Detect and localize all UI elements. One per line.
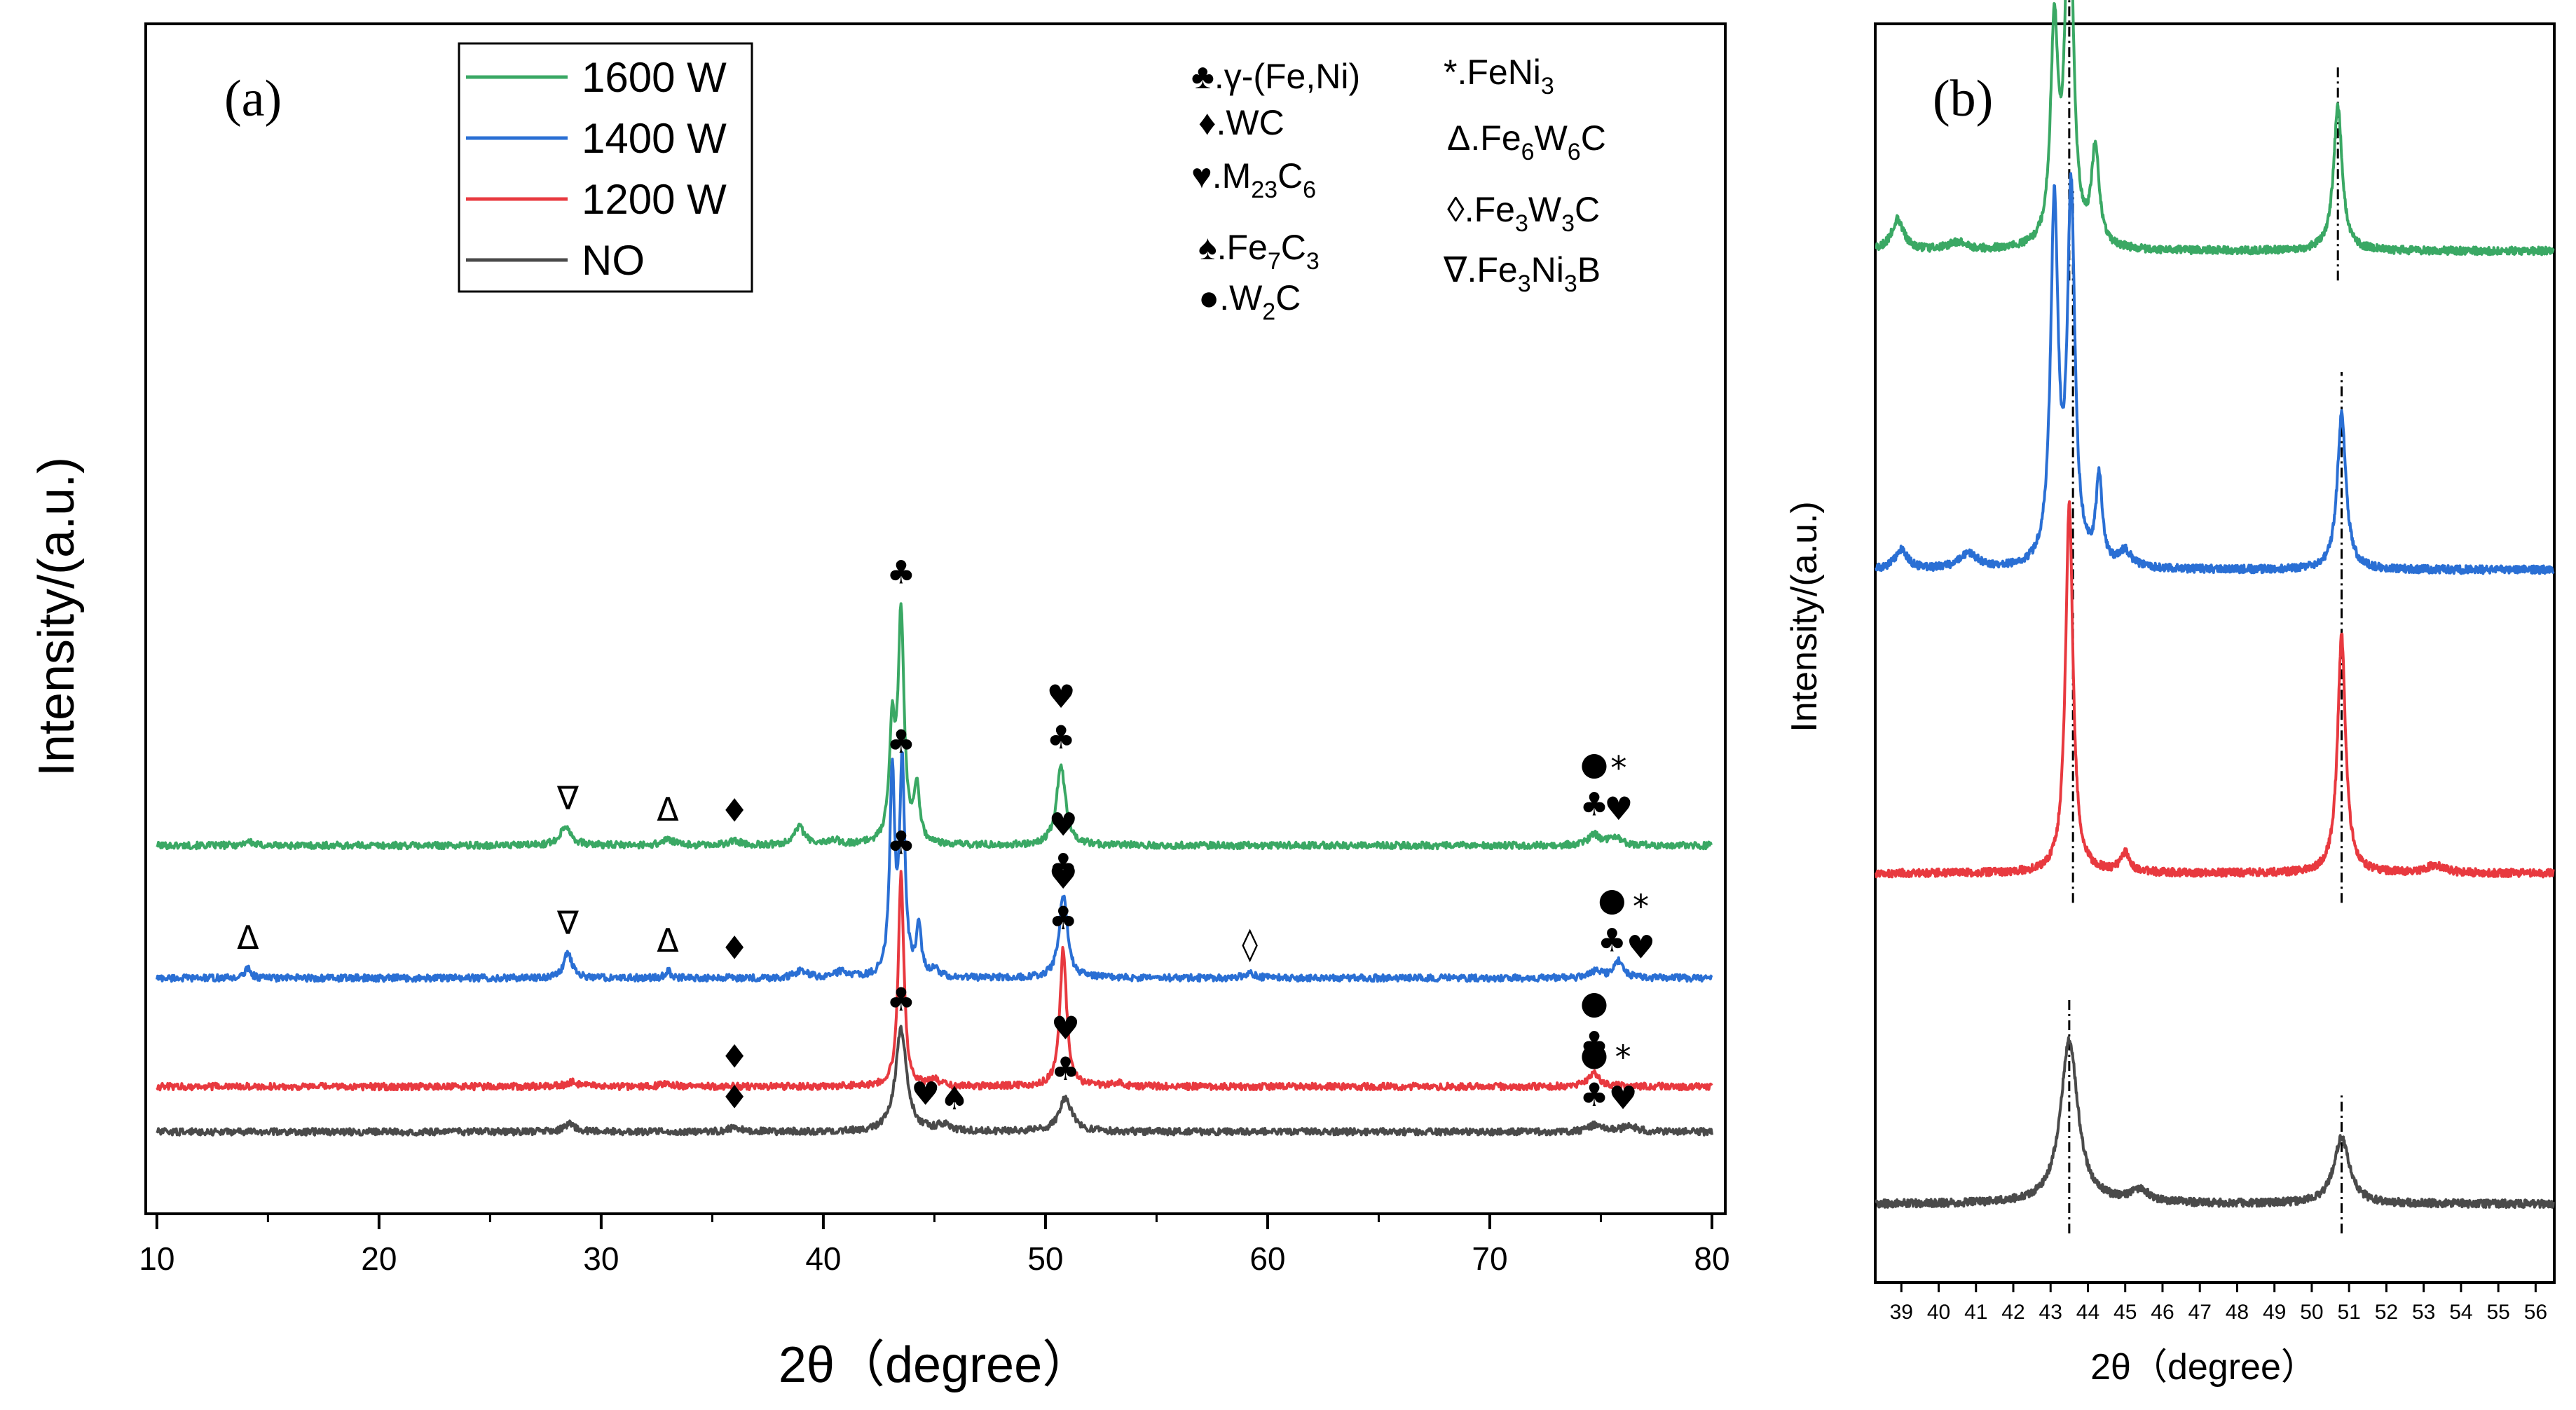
peak-marker: ● xyxy=(1580,1035,1608,1073)
peak-marker: ♣ xyxy=(1046,718,1075,756)
y-axis-title-a: Intensity/(a.u.) xyxy=(29,457,85,776)
x-tick-label-b: 39 xyxy=(1890,1301,1913,1324)
legend-label: 1400 W xyxy=(582,115,727,162)
x-tick-label-a: 30 xyxy=(583,1240,619,1277)
x-tick-label-a: 60 xyxy=(1249,1240,1285,1277)
peak-marker: ♣ xyxy=(886,980,915,1018)
peak-marker: ♣ xyxy=(886,723,915,760)
x-tick-label-b: 56 xyxy=(2524,1301,2547,1324)
x-tick-label-b: 54 xyxy=(2449,1301,2472,1324)
x-tick-label-b: 44 xyxy=(2076,1301,2099,1324)
x-tick-label-b: 51 xyxy=(2337,1301,2360,1324)
phase-legend-entry: ∇.Fe3Ni3B xyxy=(1443,250,1601,297)
peak-marker: ♥ xyxy=(911,1075,940,1113)
series-line-1200w xyxy=(156,870,1713,1092)
x-tick-label-b: 48 xyxy=(2226,1301,2249,1324)
y-axis-title-b: Intensity/(a.u.) xyxy=(1784,501,1825,732)
peak-marker: ● xyxy=(1580,984,1608,1022)
peak-marker: ∇ xyxy=(556,779,579,817)
peak-marker: ● xyxy=(1598,881,1626,919)
phase-legend-entry: ♠.Fe7C3 xyxy=(1198,228,1320,275)
peak-marker: Δ xyxy=(657,922,679,959)
plot-frame-b xyxy=(1874,22,2556,1284)
legend-box xyxy=(458,42,753,293)
peak-marker: Δ xyxy=(657,790,679,828)
x-axis-title-b: 2θ（degree） xyxy=(2090,1347,2317,1388)
panel-label-b: (b) xyxy=(1933,70,1993,128)
panel-a: 10 20 30 40 50 60 70 80 ∇ Δ ♦♣♣♥♣●♥*Δ ∇ Δ ♦♣♣♥◊ ♣●♥*♦… xyxy=(29,22,1730,1393)
peak-marker: ♥ xyxy=(1604,790,1633,828)
peak-marker: ♣ xyxy=(886,553,915,591)
phase-legend-entry: *.FeNi3 xyxy=(1444,53,1554,100)
x-tick-label-b: 43 xyxy=(2039,1301,2062,1324)
phase-legend-entry: ◊.Fe3W3C xyxy=(1447,190,1600,237)
x-tick-label-a: 70 xyxy=(1472,1240,1507,1277)
peak-marker: ♣ xyxy=(886,823,915,861)
peak-marker: ♣ xyxy=(1580,1025,1608,1062)
x-axis-title-a: 2θ（degree） xyxy=(779,1337,1092,1393)
panel-b: 39 40 41 42 43 44 45 46 47 48 49 50 51 52 53 54 55 56 (b)… xyxy=(1784,0,2556,1388)
peak-marker: ♦ xyxy=(720,792,748,830)
legend-label: 1600 W xyxy=(582,54,727,101)
peak-marker: ♣ xyxy=(1049,847,1078,884)
x-tick-label-b: 40 xyxy=(1927,1301,1950,1324)
legend-label: 1200 W xyxy=(582,176,727,223)
peak-marker: ♥ xyxy=(1049,806,1078,844)
peak-marker: * xyxy=(1633,887,1649,925)
peak-marker: ♠ xyxy=(940,1079,968,1117)
x-tick-label-b: 50 xyxy=(2300,1301,2323,1324)
phase-legend-entry: ●.W2C xyxy=(1198,278,1301,325)
phase-legend-entry: ♥.M23C6 xyxy=(1191,156,1316,203)
series-line-no xyxy=(156,1025,1713,1137)
peak-marker: ♥ xyxy=(1626,928,1655,966)
peak-marker: * xyxy=(1615,1039,1631,1076)
x-tick-label-b: 42 xyxy=(2001,1301,2025,1324)
peak-marker: ♦ xyxy=(720,929,748,967)
series-line-1400w xyxy=(155,751,1713,983)
series-line-b-1600w xyxy=(1875,0,2555,256)
peak-marker: ♣ xyxy=(1049,899,1078,937)
phase-legend-entry: ♣.γ-(Fe,Ni) xyxy=(1191,57,1360,96)
peak-marker: Δ xyxy=(237,919,259,957)
peak-marker: ◊ xyxy=(1242,925,1258,963)
peak-marker: ♦ xyxy=(720,1079,748,1116)
x-tick-label-b: 47 xyxy=(2188,1301,2212,1324)
x-tick-label-b: 41 xyxy=(1964,1301,1987,1324)
peak-marker: ∇ xyxy=(556,903,579,941)
series-line-1600w xyxy=(156,602,1713,851)
x-tick-label-b: 45 xyxy=(2113,1301,2137,1324)
legend-label: NO xyxy=(582,237,645,284)
x-tick-label-a: 20 xyxy=(361,1240,397,1277)
x-tick-label-a: 80 xyxy=(1694,1240,1729,1277)
peak-marker: ♣ xyxy=(1580,1076,1608,1114)
peak-marker: ♣ xyxy=(1598,922,1626,959)
series-line-b-no xyxy=(1875,1036,2555,1210)
x-tick-label-b: 46 xyxy=(2151,1301,2174,1324)
x-tick-label-a: 10 xyxy=(139,1240,174,1277)
peak-marker: ♥ xyxy=(1049,858,1078,896)
series-line-b-1200w xyxy=(1875,500,2555,879)
x-tick-label-b: 49 xyxy=(2263,1301,2286,1324)
peak-marker: ♣ xyxy=(1051,1050,1080,1088)
peak-marker: ♦ xyxy=(720,1038,748,1076)
x-tick-label-b: 53 xyxy=(2412,1301,2435,1324)
peak-marker: ♥ xyxy=(1051,1009,1080,1047)
peak-marker: ♥ xyxy=(1046,678,1075,716)
peak-marker: ♣ xyxy=(1580,786,1608,823)
x-tick-label-a: 50 xyxy=(1027,1240,1063,1277)
panel-label-a: (a) xyxy=(224,70,282,128)
x-tick-label-b: 52 xyxy=(2375,1301,2398,1324)
phase-legend-entry: ♦.WC xyxy=(1198,103,1284,142)
series-line-b-1400w xyxy=(1875,172,2555,575)
peak-marker: ♥ xyxy=(1609,1079,1638,1117)
peak-marker: ● xyxy=(1580,745,1608,783)
x-tick-label-b: 55 xyxy=(2486,1301,2509,1324)
plot-frame-a xyxy=(144,22,1727,1215)
phase-legend-entry: Δ.Fe6W6C xyxy=(1447,118,1606,165)
x-tick-label-a: 40 xyxy=(805,1240,841,1277)
peak-marker: * xyxy=(1610,749,1626,787)
